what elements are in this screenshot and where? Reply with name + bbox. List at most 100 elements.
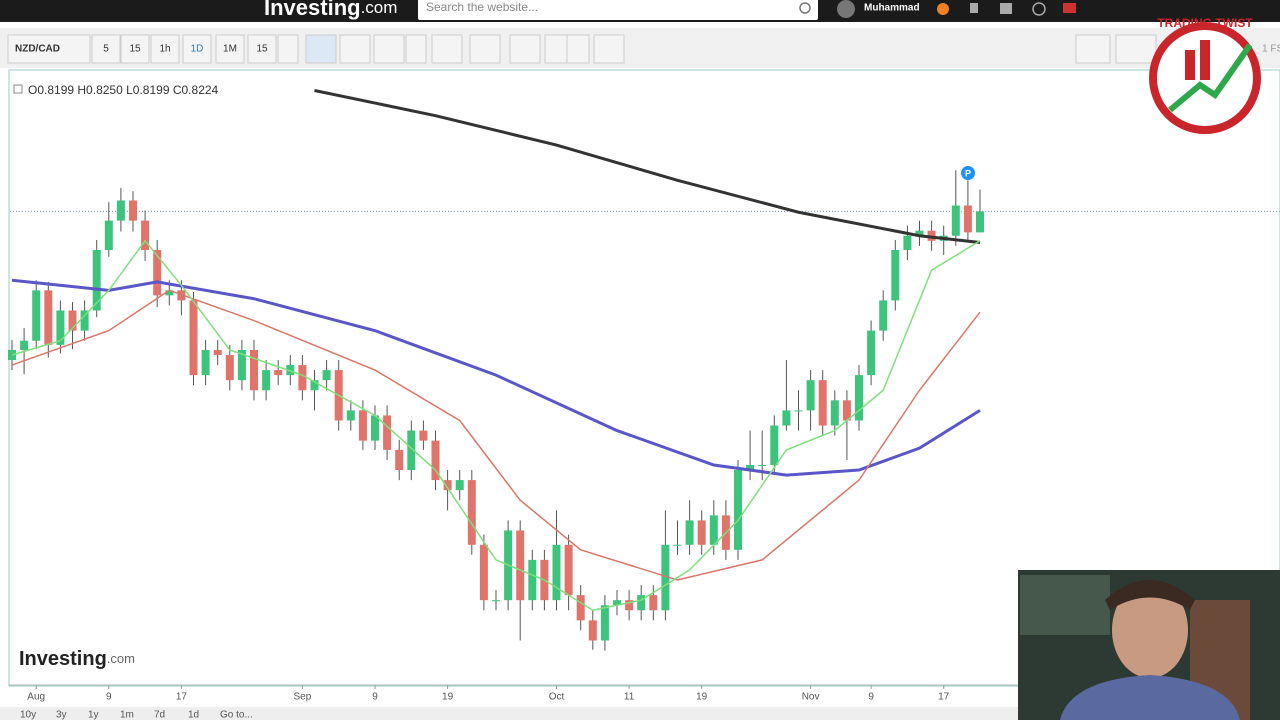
candle-body bbox=[915, 230, 924, 236]
interval-button[interactable] bbox=[247, 34, 277, 64]
fullscreen-label[interactable]: 1 FS bbox=[1262, 44, 1280, 55]
flag-icon[interactable] bbox=[1063, 3, 1076, 13]
range-button[interactable]: 7d bbox=[154, 710, 165, 720]
interval-label: 15 bbox=[256, 44, 268, 55]
avatar[interactable] bbox=[837, 0, 855, 18]
interval-dropdown[interactable] bbox=[277, 34, 299, 64]
notification-icon[interactable] bbox=[937, 3, 949, 15]
symbol: NZD/CAD bbox=[15, 44, 60, 55]
candle-body bbox=[189, 300, 198, 376]
interval-label: 1h bbox=[159, 44, 170, 55]
candle-body bbox=[625, 600, 634, 611]
candle-body bbox=[383, 415, 392, 450]
candle-body bbox=[951, 205, 960, 236]
range-button[interactable]: 1y bbox=[88, 710, 99, 720]
candle-body bbox=[165, 290, 174, 296]
line-type-button[interactable] bbox=[339, 34, 371, 64]
legend-toggle[interactable] bbox=[13, 84, 23, 94]
x-tick-label: 17 bbox=[938, 692, 950, 703]
layout-button[interactable] bbox=[1115, 34, 1157, 64]
candle-body bbox=[455, 480, 464, 491]
candle-body bbox=[830, 400, 839, 426]
x-tick-label: 9 bbox=[372, 692, 378, 703]
interval-button[interactable] bbox=[150, 34, 180, 64]
candle-body bbox=[891, 250, 900, 301]
candle-type-button[interactable] bbox=[305, 34, 337, 64]
interval-button[interactable] bbox=[91, 34, 121, 64]
toolbar bbox=[0, 28, 1280, 68]
x-tick-label: 9 bbox=[868, 692, 874, 703]
compare-button[interactable] bbox=[509, 34, 541, 64]
user-name[interactable]: Muhammad bbox=[864, 3, 920, 14]
bar-type-button[interactable] bbox=[373, 34, 405, 64]
candle-body bbox=[794, 410, 803, 412]
portfolio-icon[interactable] bbox=[1000, 3, 1012, 14]
logo-arrow bbox=[1168, 43, 1253, 113]
candle-body bbox=[395, 449, 404, 471]
candle-body bbox=[298, 365, 307, 391]
bell-icon[interactable] bbox=[970, 3, 978, 13]
candle-body bbox=[358, 410, 367, 441]
candle-body bbox=[492, 600, 500, 602]
x-tick-label: Aug bbox=[27, 692, 45, 703]
logo-building bbox=[1200, 40, 1210, 80]
candle-body bbox=[600, 605, 609, 641]
candle-body bbox=[274, 370, 283, 376]
x-tick-label: 17 bbox=[176, 692, 188, 703]
candle-body bbox=[20, 340, 29, 350]
candle-body bbox=[44, 290, 53, 345]
candle-body bbox=[116, 200, 125, 221]
search-icon[interactable] bbox=[799, 2, 811, 14]
marker-badge[interactable] bbox=[961, 166, 975, 180]
candle-body bbox=[552, 544, 561, 601]
interval-label: 1D bbox=[191, 44, 204, 55]
range-button[interactable]: 1d bbox=[188, 710, 199, 720]
range-buttons: 10y 3y 1y 1m 7d 1d Go to... bbox=[20, 710, 253, 720]
marker-label: P bbox=[965, 168, 971, 178]
range-bar bbox=[0, 707, 1280, 720]
watermark-suffix: .com bbox=[107, 651, 135, 666]
search-box[interactable] bbox=[418, 0, 818, 20]
interval-button[interactable] bbox=[215, 34, 245, 64]
clock-icon[interactable] bbox=[1032, 2, 1046, 16]
candle-body bbox=[770, 425, 779, 465]
range-button[interactable]: Go to... bbox=[220, 710, 253, 720]
x-tick-label: Oct bbox=[549, 692, 565, 703]
candle-body bbox=[661, 544, 670, 611]
redo-button[interactable] bbox=[566, 34, 590, 64]
interval-button[interactable] bbox=[120, 34, 150, 64]
webcam-shelf bbox=[1020, 575, 1110, 635]
snapshot-button[interactable] bbox=[1075, 34, 1111, 64]
interval-button[interactable] bbox=[182, 34, 212, 64]
candle-body bbox=[286, 365, 295, 376]
candle-body bbox=[310, 380, 319, 391]
interval-label: 1M bbox=[223, 44, 237, 55]
settings-button[interactable] bbox=[431, 34, 463, 64]
candle-body bbox=[734, 470, 742, 550]
range-button[interactable]: 10y bbox=[20, 710, 36, 720]
moving-average bbox=[11, 239, 981, 612]
undo-button[interactable] bbox=[544, 34, 568, 64]
indicators-button[interactable] bbox=[469, 34, 501, 64]
candle-body bbox=[697, 520, 706, 545]
range-button[interactable]: 3y bbox=[56, 710, 67, 720]
type-dropdown[interactable] bbox=[405, 34, 427, 64]
candle-body bbox=[528, 559, 537, 601]
candle-body bbox=[32, 290, 41, 341]
x-tick-label: 19 bbox=[696, 692, 708, 703]
candle-body bbox=[976, 211, 984, 233]
symbol-box[interactable] bbox=[7, 34, 91, 64]
candle-body bbox=[56, 310, 65, 345]
range-button[interactable]: 1m bbox=[120, 710, 134, 720]
candle-body bbox=[92, 250, 101, 311]
alert-button[interactable] bbox=[593, 34, 625, 64]
candle-body bbox=[818, 380, 827, 426]
ohlc-legend: O0.8199 H0.8250 L0.8199 C0.8224 bbox=[28, 83, 219, 97]
candle-body bbox=[237, 349, 246, 381]
candle-body bbox=[322, 370, 331, 381]
site-logo[interactable]: Investing.com bbox=[264, 0, 397, 20]
webcam-hair bbox=[1105, 580, 1195, 610]
candle-body bbox=[842, 400, 851, 421]
candle-body bbox=[855, 375, 863, 421]
